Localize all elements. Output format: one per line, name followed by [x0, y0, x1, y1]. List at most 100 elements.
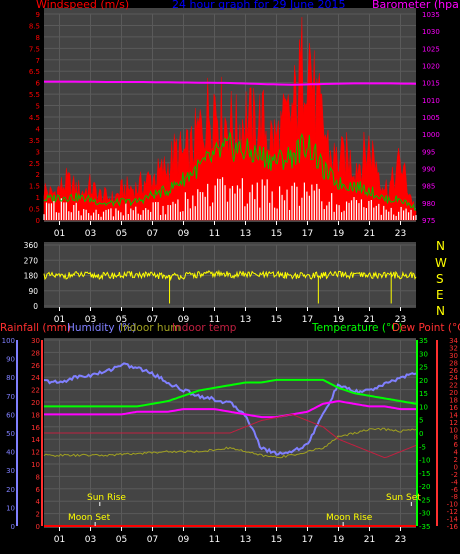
- climate-x-tick-label: 15: [271, 535, 282, 545]
- indoor-hum-title: Indoor hum: [120, 322, 180, 334]
- humidity-y-tick-label: 30: [6, 467, 15, 475]
- rainfall-axis-title: Rainfall (mm): [0, 322, 71, 334]
- dew-point-y-tick-label: 18: [449, 397, 458, 405]
- graph-title: 24 hour graph for 29 June 2015: [172, 0, 345, 11]
- temperature-y-tick-label: -30: [419, 510, 430, 518]
- wind-y-tick-label: 2: [36, 171, 40, 179]
- dew-point-y-tick-label: 4: [454, 449, 459, 457]
- indoor-humidity-line: [43, 427, 417, 459]
- direction-x-tick-label: 17: [302, 315, 313, 325]
- rainfall-y-tick-label: 26: [31, 362, 40, 370]
- rainfall-y-tick-label: 30: [31, 337, 40, 345]
- dew-point-y-tick-label: -16: [447, 523, 459, 531]
- humidity-y-tick-label: 50: [6, 430, 15, 438]
- barometer-y-tick-label: 1035: [422, 11, 440, 19]
- barometer-y-tick-label: 1015: [422, 80, 440, 88]
- climate-x-tick-label: 03: [85, 535, 96, 545]
- direction-x-tick-label: 15: [271, 315, 282, 325]
- direction-y-tick-label: 180: [24, 272, 39, 281]
- wind-y-tick-label: 4.5: [29, 114, 40, 122]
- temperature-y-tick-label: -5: [419, 443, 426, 451]
- wind-y-tick-label: 6.5: [29, 68, 40, 76]
- climate-x-tick-label: 19: [333, 535, 345, 545]
- wind-x-tick-label: 19: [333, 229, 345, 239]
- rainfall-y-tick-label: 4: [36, 498, 41, 506]
- compass-w: W: [435, 256, 447, 270]
- wind-y-tick-label: 8.5: [29, 22, 40, 30]
- wind-y-tick-label: 3.5: [29, 137, 40, 145]
- humidity-y-tick-label: 90: [6, 356, 15, 364]
- dew-point-y-tick-label: 8: [454, 434, 458, 442]
- average-wind-line: [43, 132, 417, 211]
- dew-point-y-tick-label: 10: [449, 426, 458, 434]
- wind-x-tick-label: 01: [54, 229, 65, 239]
- climate-x-tick-label: 01: [54, 535, 65, 545]
- direction-x-tick-label: 03: [85, 315, 96, 325]
- direction-x-tick-label: 23: [395, 315, 406, 325]
- climate-x-tick-label: 07: [147, 535, 158, 545]
- dew-point-y-tick-label: 32: [449, 344, 458, 352]
- humidity-y-tick-label: 10: [6, 504, 15, 512]
- wind-y-tick-label: 6: [36, 80, 41, 88]
- dew-point-y-tick-label: 12: [449, 419, 458, 427]
- wind-y-tick-label: 7.5: [29, 45, 40, 53]
- dew-point-y-tick-label: 26: [449, 367, 458, 375]
- barometer-y-tick-label: 1000: [422, 131, 440, 139]
- humidity-y-tick-label: 20: [6, 486, 15, 494]
- direction-x-tick-label: 07: [147, 315, 158, 325]
- wind-y-tick-label: 7: [36, 57, 40, 65]
- rainfall-y-tick-label: 18: [31, 411, 40, 419]
- rainfall-y-tick-label: 16: [31, 424, 40, 432]
- dew-point-y-tick-label: -6: [451, 486, 459, 494]
- temperature-y-tick-label: 0: [419, 430, 423, 438]
- barometer-y-tick-label: 1020: [422, 63, 440, 71]
- wind-axis-title: Windspeed (m/s): [36, 0, 129, 11]
- humidity-y-tick-label: 70: [6, 393, 15, 401]
- humidity-y-tick-label: 80: [6, 374, 15, 382]
- temperature-y-tick-label: 15: [419, 390, 428, 398]
- dew-point-y-tick-label: 22: [449, 382, 458, 390]
- temperature-axis-title: Temperature (°C): [311, 322, 403, 334]
- climate-x-tick-label: 13: [240, 535, 251, 545]
- wind-y-tick-label: 3: [36, 148, 40, 156]
- dew-point-y-tick-label: -14: [447, 516, 459, 524]
- wind-y-tick-label: 5: [36, 103, 40, 111]
- dew-point-y-tick-label: 28: [449, 359, 458, 367]
- direction-y-tick-label: 0: [33, 302, 38, 311]
- wind-y-tick-label: 0.5: [29, 206, 40, 214]
- rainfall-y-tick-label: 10: [31, 461, 40, 469]
- climate-x-tick-label: 17: [302, 535, 313, 545]
- direction-x-tick-label: 19: [333, 315, 345, 325]
- barometer-y-tick-label: 975: [422, 217, 435, 225]
- rainfall-y-tick-label: 24: [31, 374, 40, 382]
- barometer-y-tick-label: 995: [422, 148, 435, 156]
- moon-set-label: Moon Set: [68, 513, 111, 523]
- temperature-y-tick-label: 30: [419, 350, 428, 358]
- wind-x-tick-label: 07: [147, 229, 158, 239]
- wind-y-tick-label: 8: [36, 34, 40, 42]
- temperature-y-tick-label: -10: [419, 457, 430, 465]
- wind-x-tick-label: 05: [116, 229, 127, 239]
- indoor-temperature-line: [44, 413, 417, 459]
- barometer-axis-title: Barometer (hpa): [372, 0, 460, 11]
- direction-y-tick-label: 90: [28, 287, 38, 296]
- rainfall-y-tick-label: 12: [31, 449, 40, 457]
- barometer-y-tick-label: 1005: [422, 114, 440, 122]
- wind-x-tick-label: 21: [364, 229, 375, 239]
- humidity-y-tick-label: 40: [6, 449, 15, 457]
- dew-point-y-tick-label: 30: [449, 352, 458, 360]
- direction-x-tick-label: 05: [116, 315, 127, 325]
- dew-point-y-tick-label: 6: [454, 441, 459, 449]
- wind-direction-trace: [43, 269, 417, 282]
- wind-y-tick-label: 0: [36, 217, 40, 225]
- wind-x-tick-label: 03: [85, 229, 96, 239]
- barometer-y-tick-label: 980: [422, 200, 435, 208]
- dew-point-y-tick-label: -4: [451, 478, 459, 486]
- temperature-y-tick-label: -25: [419, 496, 430, 504]
- wind-y-tick-label: 4: [36, 125, 41, 133]
- dew-point-y-tick-label: 2: [454, 456, 458, 464]
- temperature-y-tick-label: 35: [419, 337, 428, 345]
- barometer-y-tick-label: 1010: [422, 97, 440, 105]
- rainfall-y-tick-label: 22: [31, 387, 40, 395]
